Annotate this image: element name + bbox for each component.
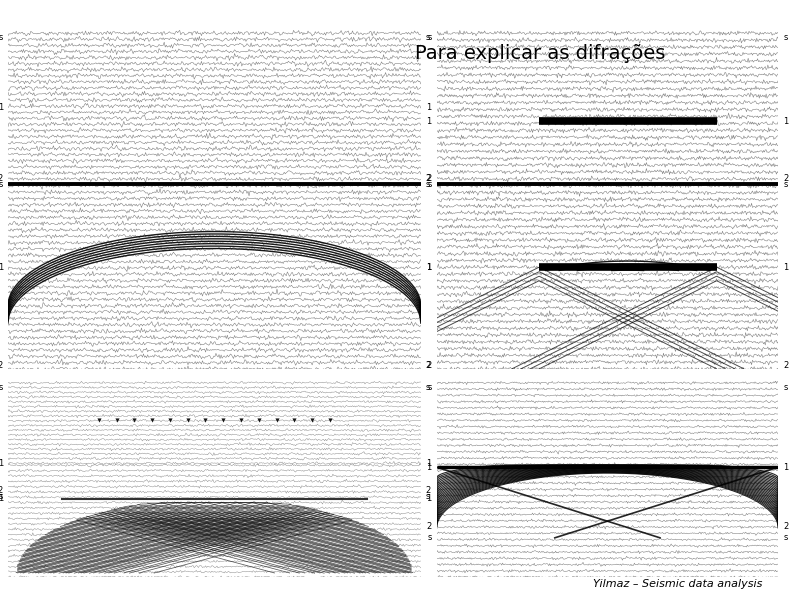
- Text: Yilmaz – Seismic data analysis: Yilmaz – Seismic data analysis: [593, 579, 762, 589]
- Text: 1: 1: [0, 262, 3, 272]
- Text: s: s: [427, 33, 432, 42]
- Text: 2: 2: [0, 361, 3, 370]
- Text: 1: 1: [0, 104, 3, 112]
- Text: 2: 2: [426, 486, 431, 495]
- Text: s: s: [426, 180, 430, 189]
- Text: s: s: [0, 383, 3, 392]
- Text: 1: 1: [426, 262, 431, 272]
- Text: s: s: [783, 533, 788, 543]
- Text: 1: 1: [426, 494, 431, 503]
- Text: 2: 2: [426, 174, 431, 183]
- Text: s: s: [427, 533, 432, 543]
- Text: s: s: [0, 492, 3, 501]
- Text: s: s: [783, 383, 788, 392]
- Text: 1: 1: [426, 459, 431, 468]
- Text: s: s: [783, 180, 788, 189]
- Text: 2: 2: [426, 522, 432, 531]
- Text: s: s: [0, 33, 3, 42]
- Text: 2: 2: [426, 174, 432, 183]
- Text: s: s: [427, 180, 432, 189]
- Text: 2: 2: [783, 174, 788, 183]
- Text: s: s: [426, 383, 430, 392]
- Text: Para explicar as difrações: Para explicar as difrações: [414, 44, 665, 63]
- Text: 1: 1: [426, 262, 432, 272]
- Text: 1: 1: [0, 459, 3, 468]
- Text: s: s: [427, 383, 432, 392]
- Text: 2: 2: [0, 174, 3, 183]
- Text: 1: 1: [426, 117, 432, 126]
- Text: 2: 2: [426, 361, 432, 370]
- Text: 2: 2: [0, 486, 3, 495]
- Text: s: s: [426, 492, 430, 501]
- Text: 1: 1: [783, 262, 788, 272]
- Text: 2: 2: [783, 361, 788, 370]
- Text: 1: 1: [426, 104, 431, 112]
- Text: 1: 1: [426, 463, 432, 472]
- Text: 1: 1: [783, 463, 788, 472]
- Text: s: s: [783, 33, 788, 42]
- Text: 1: 1: [783, 117, 788, 126]
- Text: s: s: [426, 33, 430, 42]
- Text: 2: 2: [783, 522, 788, 531]
- Text: 1: 1: [0, 494, 3, 503]
- Text: s: s: [0, 180, 3, 189]
- Text: 2: 2: [426, 361, 431, 370]
